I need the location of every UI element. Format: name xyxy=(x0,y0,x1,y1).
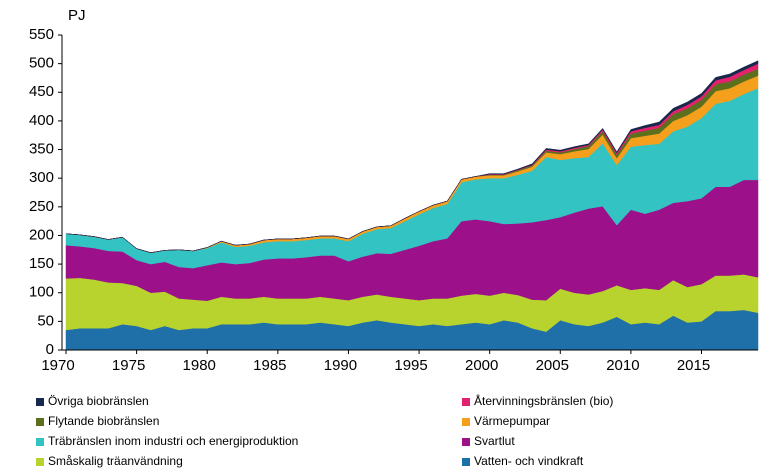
legend-swatch xyxy=(36,458,44,466)
legend-swatch xyxy=(36,418,44,426)
legend-swatch xyxy=(462,458,470,466)
y-tick-label: 450 xyxy=(29,83,54,100)
legend-label: Småskalig träanvändning xyxy=(48,454,183,468)
y-tick-label: 50 xyxy=(37,312,54,329)
x-tick-label: 1975 xyxy=(112,357,145,374)
area xyxy=(65,60,759,253)
legend-label: Flytande biobränslen xyxy=(48,414,159,428)
x-tick-label: 1980 xyxy=(183,357,216,374)
y-tick-label: 300 xyxy=(29,169,54,186)
legend-swatch xyxy=(462,438,470,446)
legend-label: Vatten- och vindkraft xyxy=(474,454,584,468)
x-tick-label: 1985 xyxy=(253,357,286,374)
x-tick-label: 1995 xyxy=(394,357,427,374)
x-tick-label: 2010 xyxy=(606,357,639,374)
y-tick-label: 550 xyxy=(29,26,54,43)
y-tick-label: 350 xyxy=(29,141,54,158)
legend-label: Träbränslen inom industri och energiprod… xyxy=(48,434,298,448)
y-tick-label: 100 xyxy=(29,284,54,301)
x-tick-label: 2015 xyxy=(677,357,710,374)
legend-swatch xyxy=(36,438,44,446)
legend-swatch xyxy=(36,398,44,406)
x-tick-label: 1990 xyxy=(324,357,357,374)
y-tick-label: 0 xyxy=(46,341,54,358)
legend-label: Svartlut xyxy=(474,434,515,448)
y-tick-label: 500 xyxy=(29,55,54,72)
legend-swatch xyxy=(462,398,470,406)
legend-label: Övriga biobränslen xyxy=(48,394,149,408)
y-axis-label: PJ xyxy=(68,7,86,24)
legend-label: Återvinningsbränslen (bio) xyxy=(474,393,613,408)
y-tick-label: 150 xyxy=(29,255,54,272)
x-tick-label: 1970 xyxy=(41,357,74,374)
y-tick-label: 250 xyxy=(29,198,54,215)
legend-swatch xyxy=(462,418,470,426)
y-tick-label: 400 xyxy=(29,112,54,129)
y-tick-label: 200 xyxy=(29,226,54,243)
x-tick-label: 2005 xyxy=(536,357,569,374)
legend-label: Värmepumpar xyxy=(474,414,550,428)
x-tick-label: 2000 xyxy=(465,357,498,374)
